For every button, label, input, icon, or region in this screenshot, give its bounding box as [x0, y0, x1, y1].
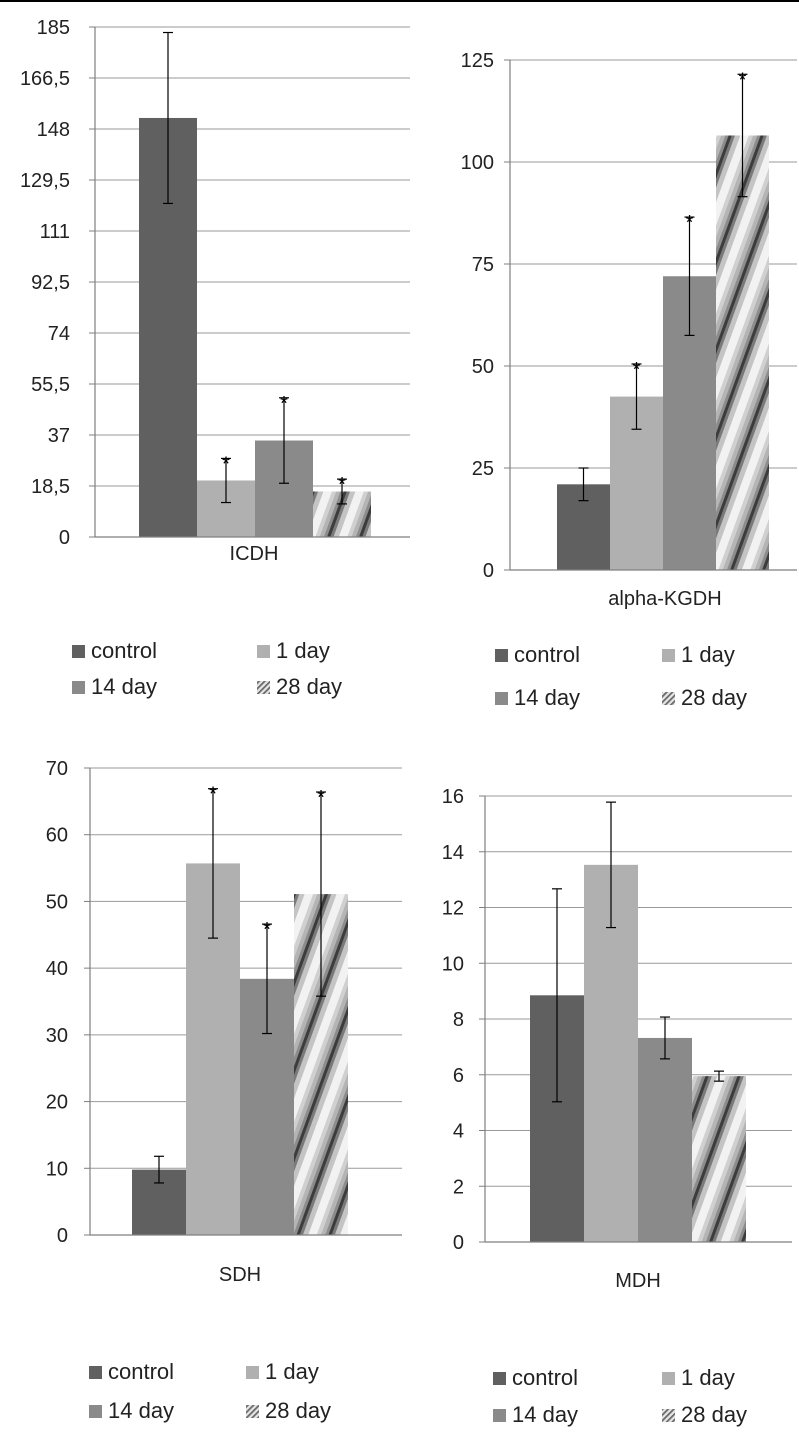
y-tick-label: 92,5	[31, 272, 70, 294]
x-axis-label: MDH	[615, 1270, 661, 1292]
legend-label-d14: 14 day	[108, 1398, 174, 1423]
significance-star: *	[633, 359, 641, 381]
legend-swatch-d14	[493, 1409, 506, 1422]
y-tick-label: 14	[442, 842, 464, 864]
legend-swatch-d1	[662, 649, 675, 662]
y-tick-label: 129,5	[20, 170, 70, 192]
legend-label-d1: 1 day	[276, 638, 330, 663]
x-axis-label: ICDH	[230, 543, 279, 565]
legend-label-control: control	[514, 642, 580, 667]
y-tick-label: 37	[48, 425, 70, 447]
significance-star: *	[209, 784, 217, 806]
y-tick-label: 25	[472, 458, 494, 480]
y-tick-label: 148	[37, 119, 70, 141]
legend-swatch-d28	[662, 1409, 675, 1422]
y-tick-label: 12	[442, 898, 464, 920]
significance-star: *	[338, 474, 346, 496]
y-tick-label: 10	[46, 1158, 68, 1180]
legend: control 1 day 14 day 28 day	[72, 638, 342, 699]
y-tick-label: 0	[57, 1225, 68, 1247]
legend-label-d14: 14 day	[91, 674, 157, 699]
y-tick-label: 166,5	[20, 68, 70, 90]
legend-swatch-d28	[257, 681, 270, 694]
y-tick-label: 18,5	[31, 476, 70, 498]
legend: control 1 day 14 day 28 day	[495, 642, 747, 710]
legend-label-d1: 1 day	[681, 1365, 735, 1390]
legend-swatch-d1	[246, 1366, 259, 1379]
legend-label-d28: 28 day	[681, 1402, 747, 1427]
legend-swatch-control	[493, 1372, 506, 1385]
y-tick-label: 30	[46, 1025, 68, 1047]
chart-panel-alpha-kgdh: 0 25 50 75 100 125 * * * alpha-KGDH control 1 day 14…	[461, 50, 797, 710]
significance-star: *	[317, 787, 325, 809]
legend-label-control: control	[512, 1365, 578, 1390]
bar-d14	[638, 1037, 692, 1242]
y-tick-label: 0	[453, 1232, 464, 1254]
y-tick-label: 60	[46, 825, 68, 847]
x-axis-label: alpha-KGDH	[608, 588, 721, 610]
y-tick-label: 50	[472, 356, 494, 378]
legend-label-control: control	[108, 1359, 174, 1384]
x-axis-label: SDH	[219, 1264, 261, 1286]
legend-swatch-d14	[72, 681, 85, 694]
chart-panel-sdh: 0 10 20 30 40 50 60 70 * * * SDH control 1 day 14 day 2…	[46, 758, 402, 1423]
y-tick-label: 74	[48, 323, 70, 345]
y-tick-label: 20	[46, 1092, 68, 1114]
legend-swatch-control	[72, 645, 85, 658]
significance-star: *	[222, 453, 230, 475]
legend-swatch-d28	[662, 692, 675, 705]
y-tick-label: 8	[453, 1009, 464, 1031]
legend: control 1 day 14 day 28 day	[89, 1359, 331, 1423]
legend-label-d28: 28 day	[681, 685, 747, 710]
legend-swatch-control	[89, 1366, 102, 1379]
bar-d28	[692, 1076, 746, 1242]
y-tick-label: 6	[453, 1065, 464, 1087]
legend-label-control: control	[91, 638, 157, 663]
y-tick-label: 50	[46, 891, 68, 913]
legend-label-d1: 1 day	[681, 642, 735, 667]
y-tick-label: 70	[46, 758, 68, 780]
legend-swatch-d14	[89, 1405, 102, 1418]
legend-swatch-d1	[662, 1372, 675, 1385]
y-tick-label: 16	[442, 786, 464, 808]
chart-panel-icdh: 0 18,5 37 55,5 74 92,5 111 129,5 148 166,5 185 * * * I…	[20, 17, 410, 699]
legend: control 1 day 14 day 28 day	[493, 1365, 747, 1427]
legend-swatch-d28	[246, 1405, 259, 1418]
y-tick-label: 10	[442, 953, 464, 975]
y-tick-label: 55,5	[31, 374, 70, 396]
y-tick-label: 0	[483, 560, 494, 582]
legend-swatch-control	[495, 649, 508, 662]
y-tick-label: 100	[461, 152, 494, 174]
significance-star: *	[263, 919, 271, 941]
y-tick-label: 40	[46, 958, 68, 980]
significance-star: *	[686, 212, 694, 234]
legend-label-d14: 14 day	[514, 685, 580, 710]
y-tick-label: 75	[472, 254, 494, 276]
legend-label-d28: 28 day	[265, 1398, 331, 1423]
top-border-line	[0, 0, 799, 2]
y-tick-label: 2	[453, 1176, 464, 1198]
y-tick-label: 125	[461, 50, 494, 72]
y-tick-label: 185	[37, 17, 70, 39]
y-tick-label: 0	[59, 527, 70, 549]
legend-swatch-d1	[257, 645, 270, 658]
y-tick-label: 4	[453, 1121, 464, 1143]
legend-label-d14: 14 day	[512, 1402, 578, 1427]
legend-swatch-d14	[495, 692, 508, 705]
legend-label-d28: 28 day	[276, 674, 342, 699]
y-tick-label: 111	[40, 221, 70, 243]
bar-d28	[716, 135, 769, 571]
legend-label-d1: 1 day	[265, 1359, 319, 1384]
chart-panel-mdh: 0 2 4 6 8 10 12 14 16 MDH control 1 day 14 day 28 day	[442, 786, 792, 1427]
significance-star: *	[280, 393, 288, 415]
significance-star: *	[739, 69, 747, 91]
